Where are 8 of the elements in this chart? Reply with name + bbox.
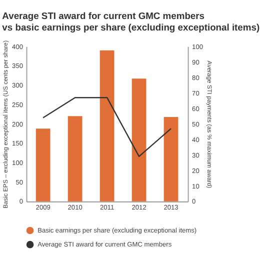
line-series: [42, 96, 172, 158]
text: vs basic earnings per share (excluding exceptional items): [2, 21, 260, 32]
bar: [100, 50, 114, 202]
bar: [132, 78, 146, 202]
text: Average STI award for current GMC members: [2, 10, 205, 22]
bar: [68, 116, 82, 202]
bar: [164, 116, 178, 202]
bar: [36, 128, 50, 202]
